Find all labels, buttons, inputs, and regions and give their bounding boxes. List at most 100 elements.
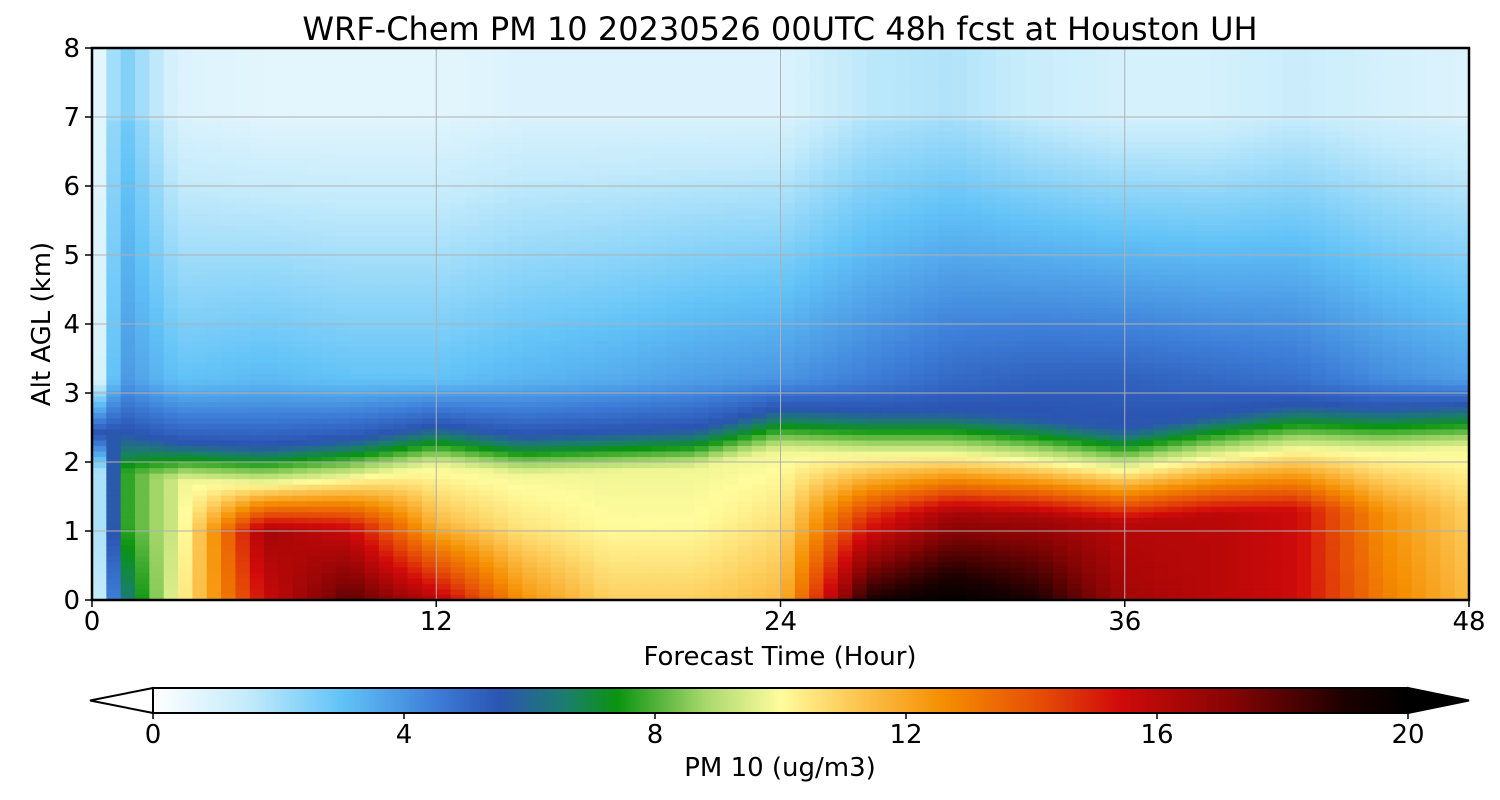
field-cell [221, 324, 237, 331]
field-cell [92, 301, 107, 309]
field-cell [335, 450, 351, 458]
field-cell [378, 340, 394, 347]
field-cell [608, 555, 624, 562]
field-cell [551, 202, 566, 209]
field-cell [378, 125, 394, 132]
field-cell [393, 257, 409, 264]
field-cell [780, 70, 796, 77]
field-cell [350, 340, 366, 347]
field-cell [794, 136, 810, 143]
field-cell [206, 511, 222, 518]
field-cell [178, 263, 193, 270]
field-cell [378, 147, 394, 154]
field-cell [680, 296, 696, 303]
field-cell [278, 169, 294, 176]
field-cell [206, 301, 222, 309]
field-cell [235, 439, 251, 447]
field-cell [149, 384, 165, 391]
field-cell [565, 48, 581, 55]
field-cell [723, 428, 739, 435]
field-cell [493, 103, 509, 110]
field-cell [221, 268, 237, 275]
field-cell [622, 572, 638, 579]
field-cell [723, 296, 739, 303]
field-cell [522, 489, 538, 496]
field-cell [551, 484, 566, 491]
field-cell [522, 351, 538, 358]
field-cell [249, 511, 265, 518]
field-cell [766, 439, 782, 447]
field-cell [665, 594, 681, 600]
field-cell [192, 152, 208, 159]
field-cell [92, 290, 107, 297]
field-cell [120, 125, 136, 132]
field-cell [450, 246, 466, 253]
field-cell [680, 417, 696, 424]
field-cell [421, 346, 437, 353]
field-cell [536, 312, 552, 320]
field-cell [665, 86, 681, 93]
field-cell [235, 241, 251, 248]
field-cell [622, 263, 638, 270]
field-cell [120, 506, 136, 513]
field-cell [665, 577, 681, 585]
field-cell [493, 561, 509, 568]
field-cell [235, 473, 251, 480]
field-cell [536, 202, 552, 209]
field-cell [264, 263, 280, 270]
field-cell [780, 406, 796, 413]
field-cell [92, 357, 107, 364]
field-cell [120, 539, 136, 546]
field-cell [106, 318, 122, 325]
field-cell [149, 550, 165, 557]
field-cell [393, 241, 409, 248]
field-cell [493, 362, 509, 369]
field-cell [149, 169, 165, 176]
field-cell [694, 130, 710, 137]
field-cell [708, 434, 724, 441]
field-cell [665, 263, 681, 270]
field-cell [120, 368, 136, 375]
field-cell [192, 351, 208, 358]
field-cell [135, 59, 150, 66]
field-cell [335, 191, 351, 198]
field-cell [149, 346, 165, 353]
field-cell [579, 506, 595, 513]
field-cell [378, 561, 394, 568]
field-cell [536, 213, 552, 220]
field-cell [579, 163, 595, 171]
field-cell [665, 434, 681, 441]
field-cell [206, 285, 222, 292]
field-cell [436, 257, 452, 264]
field-cell [680, 406, 696, 413]
field-cell [393, 566, 409, 573]
field-cell [608, 434, 624, 441]
field-cell [307, 511, 323, 518]
field-cell [479, 163, 495, 171]
field-cell [622, 318, 638, 325]
field-cell [106, 224, 122, 231]
field-cell [206, 346, 222, 353]
field-cell [407, 301, 423, 309]
field-cell [278, 130, 294, 137]
field-cell [708, 484, 724, 491]
field-cell [637, 357, 652, 364]
field-cell [350, 406, 366, 413]
field-cell [637, 550, 652, 557]
field-cell [751, 147, 767, 154]
field-cell [522, 180, 538, 187]
field-cell [651, 202, 667, 209]
field-cell [507, 92, 523, 99]
field-cell [751, 180, 767, 187]
field-cell [622, 108, 638, 115]
field-cell [536, 511, 552, 518]
field-cell [307, 296, 323, 303]
field-cell [723, 511, 739, 518]
field-cell [637, 495, 652, 502]
field-cell [350, 489, 366, 496]
field-cell [221, 312, 237, 320]
field-cell [106, 191, 122, 198]
field-cell [92, 572, 107, 579]
field-cell [536, 533, 552, 540]
field-cell [766, 506, 782, 513]
